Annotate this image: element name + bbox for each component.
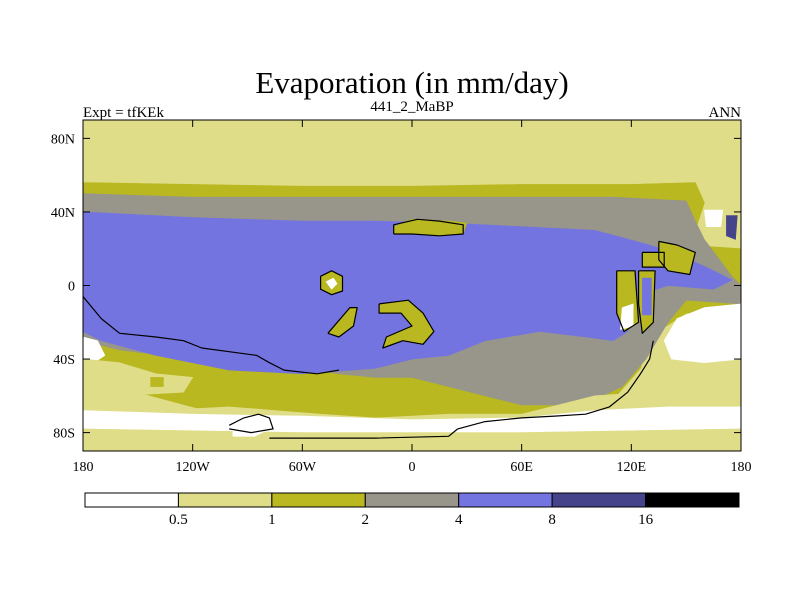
x-tick-label-3: 0 <box>409 460 416 475</box>
coastline-4 <box>616 270 640 333</box>
colorbar-level-label-2: 2 <box>362 512 370 528</box>
colorbar-level-label-0: 0.5 <box>169 512 188 528</box>
colorbar-level-label-5: 16 <box>638 512 654 528</box>
coastline-3 <box>378 299 435 349</box>
coastline-10 <box>228 413 274 434</box>
contour-region-20 <box>641 277 652 316</box>
y-tick-label-3: 40S <box>53 353 75 368</box>
colorbar-swatch-3 <box>364 492 460 508</box>
coastline-2 <box>327 307 358 338</box>
colorbar-level-label-4: 8 <box>548 512 556 528</box>
colorbar-swatch-5 <box>551 492 647 508</box>
colorbar-swatch-2 <box>271 492 366 508</box>
colorbar-swatch-6 <box>645 492 740 508</box>
contour-region-8 <box>663 303 741 364</box>
y-tick-label-1: 40N <box>51 206 75 221</box>
coastline-5 <box>637 270 656 334</box>
contour-region-9 <box>83 336 106 364</box>
colorbar-level-label-1: 1 <box>268 512 276 528</box>
contour-region-2 <box>83 120 696 161</box>
x-tick-label-4: 60E <box>510 460 533 475</box>
colorbar-swatch-4 <box>458 492 553 508</box>
y-tick-label-0: 80N <box>51 132 75 147</box>
coastline-7 <box>658 240 696 276</box>
contour-region-11 <box>150 377 164 387</box>
contour-region-23 <box>704 209 724 227</box>
contour-region-10 <box>83 358 194 397</box>
y-tick-label-2: 0 <box>68 280 75 295</box>
chart-subtitle-left: Expt = tfKEk <box>83 105 164 121</box>
x-tick-label-5: 120E <box>617 460 647 475</box>
chart-subtitle-right: ANN <box>709 105 742 121</box>
chart-title: Evaporation (in mm/day) <box>255 65 568 100</box>
x-tick-label-0: 180 <box>73 460 94 475</box>
chart-subtitle-center: 441_2_MaBP <box>370 99 453 115</box>
x-tick-label-1: 120W <box>176 460 211 475</box>
y-tick-label-4: 80S <box>53 427 75 442</box>
x-tick-label-2: 60W <box>289 460 317 475</box>
contour-region-24 <box>726 215 738 240</box>
x-tick-label-6: 180 <box>731 460 752 475</box>
coastline-8 <box>83 296 339 375</box>
coastline-9 <box>457 340 654 430</box>
colorbar-level-label-3: 4 <box>455 512 463 528</box>
coastline-1 <box>320 270 344 296</box>
coastline-0 <box>393 218 464 237</box>
colorbar-swatch-1 <box>177 492 273 508</box>
contour-region-14 <box>325 277 338 290</box>
colorbar-swatch-0 <box>84 492 179 508</box>
coastline-11 <box>269 428 459 439</box>
